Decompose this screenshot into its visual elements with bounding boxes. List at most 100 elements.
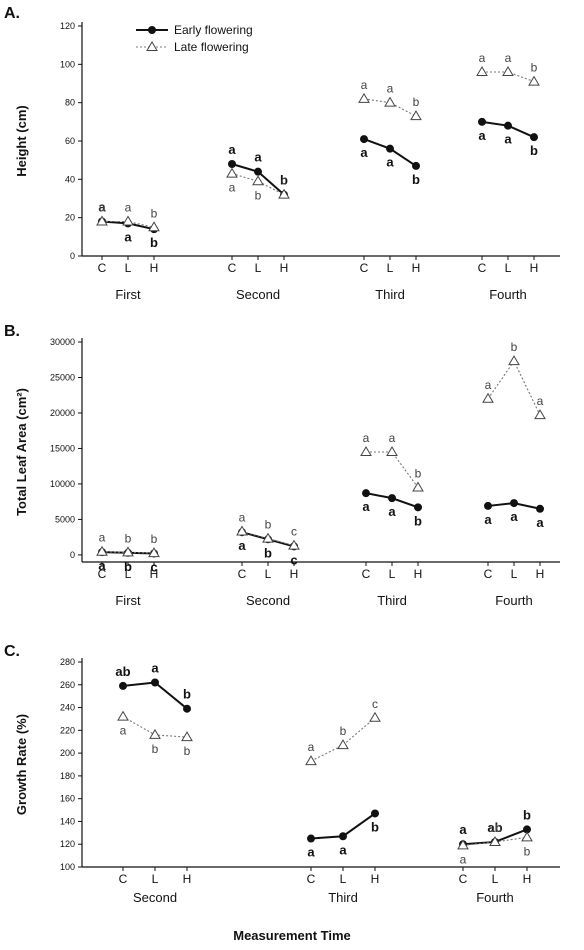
y-tick-label: 15000 <box>50 443 75 453</box>
panel-c: C. Growth Rate (%) 100 120 140 160 180 200 220 24… <box>4 643 560 905</box>
y-tick-label: 30000 <box>50 337 75 347</box>
group-label: First <box>115 287 141 302</box>
condition-label: H <box>150 567 159 581</box>
significance-letter: b <box>150 235 158 250</box>
y-tick-label: 80 <box>65 98 75 108</box>
condition-label: C <box>459 872 468 886</box>
significance-letter: b <box>255 188 262 202</box>
condition-label: H <box>280 261 289 275</box>
group-label: Second <box>236 287 280 302</box>
group-label: Fourth <box>495 593 533 608</box>
significance-letter: b <box>413 95 420 109</box>
data-point-late <box>288 539 300 550</box>
data-point-late <box>96 545 108 556</box>
y-tick-label: 160 <box>60 794 75 804</box>
condition-label: C <box>228 261 237 275</box>
significance-letter: a <box>238 538 246 553</box>
group-label: Fourth <box>489 287 527 302</box>
group-label: Second <box>246 593 290 608</box>
significance-letter: a <box>536 515 544 530</box>
condition-label: H <box>414 567 423 581</box>
condition-label: C <box>238 567 247 581</box>
significance-letter: a <box>362 499 370 514</box>
data-point-early <box>228 160 236 168</box>
condition-label: L <box>265 567 272 581</box>
y-tick-label: 25000 <box>50 372 75 382</box>
y-tick-label: 0 <box>70 550 75 560</box>
significance-letter: b <box>523 807 531 822</box>
condition-label: L <box>492 872 499 886</box>
x-axis-label: Measurement Time <box>233 928 351 943</box>
panel-b: B. Total Leaf Area (cm²) 0 5000 10000 15000 20… <box>4 323 560 608</box>
series-line-late <box>487 360 541 416</box>
significance-letter: ab <box>115 664 130 679</box>
data-point-late <box>148 221 160 232</box>
significance-letter: b <box>412 172 420 187</box>
significance-letter: a <box>239 510 246 524</box>
significance-letter: b <box>280 173 288 188</box>
y-tick-label: 100 <box>60 862 75 872</box>
y-tick-label: 20 <box>65 213 75 223</box>
significance-letter: c <box>291 525 297 539</box>
significance-letter: a <box>478 128 486 143</box>
data-point-early <box>371 809 379 818</box>
data-point-early <box>484 501 492 510</box>
data-point-late <box>502 66 514 76</box>
y-tick-label: 5000 <box>55 514 75 524</box>
significance-letter: a <box>99 201 106 215</box>
y-tick-label: 0 <box>70 251 75 261</box>
significance-letter: a <box>229 181 236 195</box>
data-point-late <box>278 188 290 199</box>
data-point-early <box>307 834 315 843</box>
data-point-late <box>122 215 134 226</box>
panel-label: B. <box>4 323 20 340</box>
data-point-late <box>521 831 533 842</box>
data-point-late <box>534 409 546 420</box>
significance-letter: b <box>524 844 531 858</box>
data-point-early <box>523 825 531 834</box>
data-point-early <box>119 681 127 690</box>
y-tick-label: 200 <box>60 748 75 758</box>
data-point-early <box>414 503 422 512</box>
series-line-late <box>101 551 155 554</box>
condition-label: L <box>387 261 394 275</box>
data-point-late <box>508 355 520 366</box>
data-point-early <box>360 135 368 144</box>
significance-letter: a <box>308 740 315 754</box>
condition-label: L <box>255 261 262 275</box>
y-axis-label: Height (cm) <box>14 105 29 177</box>
condition-label: C <box>478 261 487 275</box>
data-point-late <box>482 392 494 403</box>
significance-letter: a <box>339 842 347 857</box>
condition-label: H <box>150 261 159 275</box>
data-point-late <box>96 215 108 226</box>
group-label: Fourth <box>476 890 514 905</box>
significance-letter: a <box>151 661 159 676</box>
panel-label: A. <box>4 5 20 22</box>
data-point-early <box>412 161 420 170</box>
condition-label: L <box>125 261 132 275</box>
significance-letter: b <box>124 559 132 574</box>
significance-letter: c <box>281 174 287 188</box>
significance-letter: b <box>530 143 538 158</box>
data-point-early <box>536 504 544 513</box>
legend: Early flowering Late flowering <box>136 23 253 54</box>
condition-label: H <box>523 872 532 886</box>
significance-letter: a <box>485 378 492 392</box>
condition-label: L <box>152 872 159 886</box>
significance-letter: b <box>125 531 132 545</box>
data-point-early <box>151 678 159 687</box>
significance-letter: b <box>184 744 191 758</box>
data-point-early <box>510 499 518 508</box>
significance-letter: a <box>459 822 467 837</box>
data-point-late <box>369 711 381 722</box>
significance-letter: a <box>460 852 467 866</box>
significance-letter: c <box>290 552 297 567</box>
y-tick-label: 10000 <box>50 479 75 489</box>
data-point-early <box>504 121 512 130</box>
legend-marker-late <box>146 41 158 51</box>
data-point-late <box>305 755 317 766</box>
data-point-early <box>339 832 347 841</box>
data-point-late <box>489 835 501 846</box>
panel-label: C. <box>4 643 20 660</box>
